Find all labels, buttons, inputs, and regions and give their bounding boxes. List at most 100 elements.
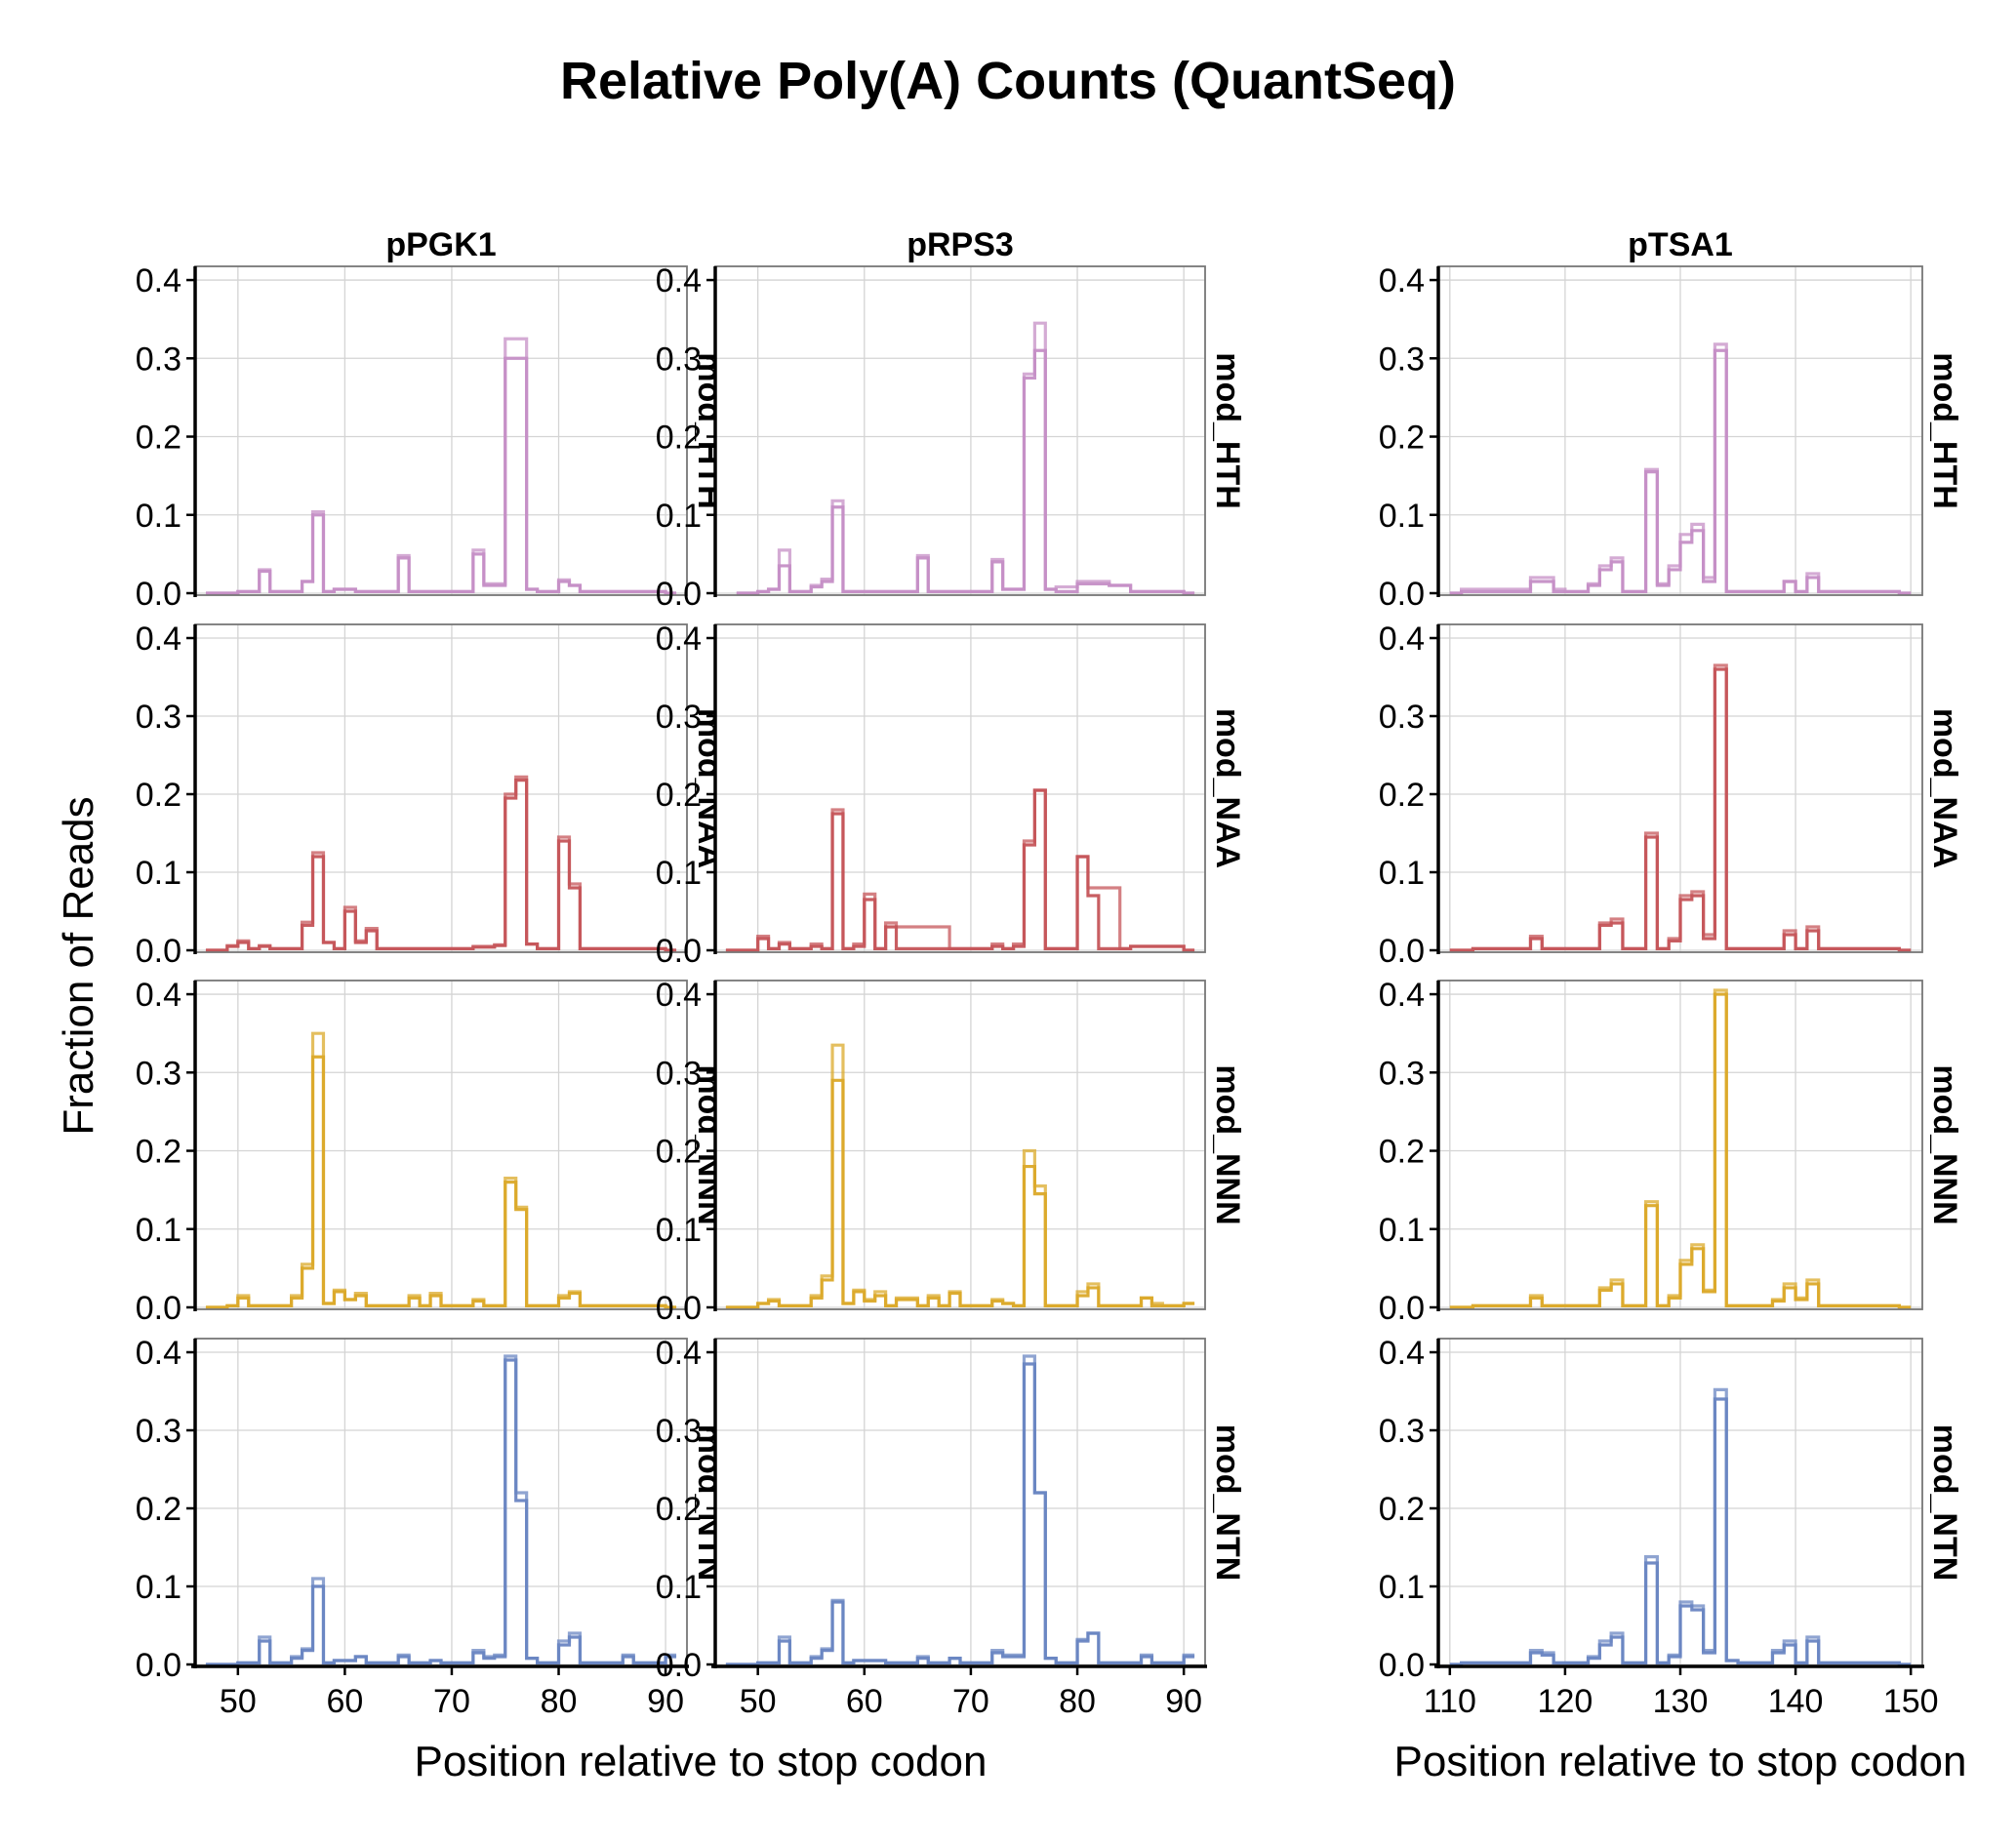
y-tick-label: 0.0	[136, 1290, 181, 1327]
x-tick-label: 80	[1059, 1683, 1096, 1720]
y-tick-label: 0.3	[656, 1413, 702, 1450]
y-tick-label: 0.3	[136, 1413, 181, 1450]
y-tick-label: 0.0	[136, 576, 181, 613]
series-line-pRPS3-mod_HTH	[736, 321, 1195, 595]
x-tick-label: 60	[326, 1683, 363, 1720]
panel-background	[195, 624, 687, 952]
series-line-pPGK1-mod_HTH	[205, 337, 677, 595]
y-tick-label: 0.1	[656, 498, 702, 535]
y-tick-label: 0.4	[136, 262, 181, 300]
y-tick-label: 0.1	[1379, 855, 1425, 892]
y-tick-label: 0.4	[1379, 977, 1425, 1014]
y-tick-label: 0.0	[656, 1290, 702, 1327]
y-tick-label: 0.1	[136, 1569, 181, 1606]
panel-background	[715, 1339, 1205, 1666]
series-line-pRPS3-mod_NAA	[725, 788, 1195, 952]
y-tick-label: 0.4	[656, 1335, 702, 1372]
y-tick-label: 0.0	[136, 933, 181, 970]
y-tick-label: 0.4	[136, 621, 181, 658]
y-tick-label: 0.1	[656, 855, 702, 892]
y-tick-label: 0.3	[1379, 1413, 1425, 1450]
y-tick-label: 0.0	[1379, 933, 1425, 970]
y-tick-label: 0.4	[1379, 621, 1425, 658]
y-tick-label: 0.2	[1379, 1491, 1425, 1528]
y-tick-label: 0.0	[1379, 576, 1425, 613]
y-tick-label: 0.1	[1379, 498, 1425, 535]
x-tick-label: 70	[433, 1683, 470, 1720]
y-tick-label: 0.2	[656, 777, 702, 814]
panel-background	[715, 266, 1205, 595]
y-tick-label: 0.2	[1379, 1134, 1425, 1171]
y-tick-label: 0.2	[1379, 777, 1425, 814]
series-line-pRPS3-mod_NTN	[725, 1354, 1195, 1666]
y-tick-label: 0.1	[656, 1569, 702, 1606]
x-tick-label: 110	[1424, 1683, 1476, 1720]
panel-background	[195, 981, 687, 1309]
panel-background	[195, 266, 687, 595]
panel-background	[715, 981, 1205, 1309]
x-tick-label: 90	[1165, 1683, 1202, 1720]
y-tick-label: 0.3	[656, 341, 702, 378]
row-strip-label: mod_HTH	[1926, 352, 1963, 509]
y-tick-label: 0.3	[1379, 1055, 1425, 1092]
y-tick-label: 0.3	[136, 699, 181, 736]
y-tick-label: 0.1	[136, 855, 181, 892]
y-tick-label: 0.3	[136, 1055, 181, 1092]
y-tick-label: 0.2	[656, 420, 702, 457]
row-strip-label: mod_NAA	[1209, 708, 1246, 868]
y-tick-label: 0.3	[1379, 699, 1425, 736]
y-tick-label: 0.4	[1379, 1335, 1425, 1372]
y-tick-label: 0.0	[656, 1647, 702, 1684]
series-line-pPGK1-mod_NTN	[205, 1354, 677, 1666]
x-tick-label: 90	[647, 1683, 684, 1720]
y-tick-label: 0.4	[656, 977, 702, 1014]
y-tick-label: 0.3	[656, 699, 702, 736]
y-tick-label: 0.2	[1379, 420, 1425, 457]
series-line-pPGK1-mod_NNN	[205, 1031, 677, 1309]
x-tick-label: 60	[846, 1683, 883, 1720]
y-tick-label: 0.3	[136, 341, 181, 378]
y-axis-title: Fraction of Reads	[55, 796, 102, 1135]
y-tick-label: 0.1	[656, 1212, 702, 1249]
x-tick-label: 120	[1538, 1683, 1593, 1720]
x-axis-title: Position relative to stop codon	[414, 1738, 987, 1785]
y-tick-label: 0.2	[136, 1134, 181, 1171]
y-tick-label: 0.0	[136, 1647, 181, 1684]
column-strip-label: pPGK1	[385, 226, 496, 263]
y-tick-label: 0.0	[656, 576, 702, 613]
x-tick-label: 150	[1883, 1683, 1939, 1720]
row-strip-label: mod_HTH	[1209, 352, 1246, 509]
y-tick-label: 0.4	[1379, 262, 1425, 300]
x-tick-label: 70	[952, 1683, 989, 1720]
y-tick-label: 0.1	[136, 498, 181, 535]
y-tick-label: 0.0	[656, 933, 702, 970]
y-tick-label: 0.1	[136, 1212, 181, 1249]
y-tick-label: 0.2	[136, 777, 181, 814]
x-axis-title: Position relative to stop codon	[1393, 1738, 1966, 1785]
y-tick-label: 0.2	[656, 1491, 702, 1528]
series-line-pTSA1-mod_NAA	[1449, 663, 1912, 952]
y-tick-label: 0.4	[656, 262, 702, 300]
y-tick-label: 0.0	[1379, 1647, 1425, 1684]
row-strip-label: mod_NAA	[1926, 708, 1963, 868]
row-strip-label: mod_NNN	[1209, 1064, 1246, 1224]
panel-background	[715, 624, 1205, 952]
row-strip-label: mod_NTN	[1926, 1424, 1963, 1582]
y-tick-label: 0.3	[1379, 341, 1425, 378]
y-tick-label: 0.4	[656, 621, 702, 658]
x-tick-label: 140	[1768, 1683, 1824, 1720]
y-tick-label: 0.0	[1379, 1290, 1425, 1327]
x-tick-label: 80	[541, 1683, 578, 1720]
chart-title: Relative Poly(A) Counts (QuantSeq)	[559, 52, 1457, 110]
y-tick-label: 0.4	[136, 1335, 181, 1372]
y-tick-label: 0.2	[136, 1491, 181, 1528]
y-tick-label: 0.3	[656, 1055, 702, 1092]
x-tick-label: 50	[740, 1683, 777, 1720]
series-line-pTSA1-mod_NNN	[1449, 988, 1912, 1309]
row-strip-label: mod_NNN	[1926, 1064, 1963, 1224]
column-strip-label: pRPS3	[907, 226, 1014, 263]
panel-background	[195, 1339, 687, 1666]
column-strip-label: pTSA1	[1628, 226, 1733, 263]
series-line-pRPS3-mod_NNN	[725, 1043, 1195, 1309]
